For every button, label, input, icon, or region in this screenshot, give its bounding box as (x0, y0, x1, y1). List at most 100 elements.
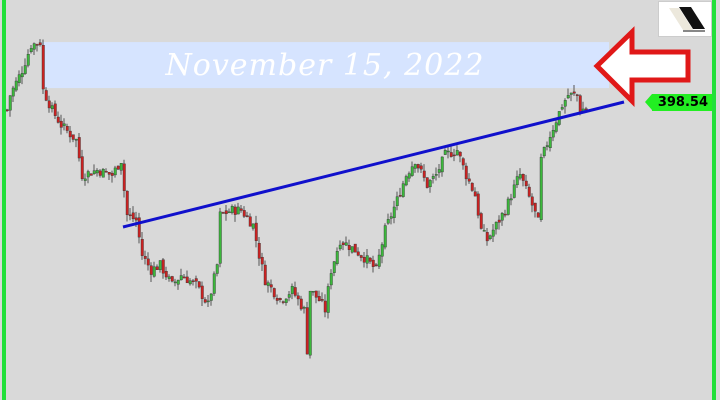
candle-up (500, 213, 504, 221)
candle-up (401, 183, 405, 197)
candle-up (392, 206, 396, 218)
date-highlight-band (42, 42, 609, 89)
candle-down (116, 165, 120, 170)
candle-down (485, 232, 489, 242)
candle-up (569, 92, 573, 95)
candle-down (35, 44, 39, 46)
candle-down (368, 257, 372, 262)
candle-down (530, 196, 534, 206)
trendline (122, 100, 625, 229)
candle-up (443, 150, 447, 155)
candle-down (44, 90, 48, 101)
candle-down (317, 296, 321, 302)
candle-up (563, 100, 567, 107)
candle-up (488, 235, 492, 240)
candle-up (26, 54, 30, 66)
candle-down (38, 42, 42, 45)
candle-up (209, 293, 213, 301)
candle-down (194, 278, 198, 282)
candle-down (521, 174, 525, 181)
candle-up (32, 43, 36, 50)
candle-up (83, 178, 87, 181)
candle-down (143, 256, 147, 259)
candle-down (68, 130, 72, 138)
candle-up (434, 174, 438, 176)
candle-up (377, 254, 381, 267)
candle-down (422, 170, 426, 178)
candle-down (257, 243, 261, 259)
candle-up (350, 246, 354, 253)
candle-up (95, 169, 99, 174)
candle-down (449, 152, 453, 157)
candle-up (227, 211, 231, 214)
candle-up (236, 206, 240, 215)
candle-down (110, 172, 114, 176)
candle-up (413, 164, 417, 169)
candle-down (77, 137, 81, 159)
candle-up (386, 219, 390, 224)
candle-down (356, 251, 360, 256)
candle-up (440, 156, 444, 173)
candle-down (479, 213, 483, 229)
candle-down (53, 103, 57, 116)
candle-down (47, 100, 51, 109)
candle-down (107, 172, 111, 175)
candle-down (131, 212, 135, 220)
candle-down (314, 290, 318, 298)
candle-up (302, 307, 306, 309)
candle-down (71, 134, 75, 140)
candle-up (308, 290, 312, 356)
candle-down (281, 301, 285, 303)
candle-down (224, 210, 228, 215)
candle-down (452, 154, 456, 157)
red-arrow-icon (593, 26, 691, 108)
candle-down (125, 190, 129, 216)
date-annotation: November 15, 2022 (165, 47, 485, 83)
candle-up (554, 122, 558, 132)
candle-down (320, 299, 324, 301)
candle-up (206, 300, 210, 303)
candle-up (335, 251, 339, 264)
candle-up (50, 105, 54, 110)
candle-up (338, 244, 342, 250)
candle-up (17, 74, 21, 83)
candle-up (212, 273, 216, 294)
candle-down (122, 163, 126, 191)
candle-down (572, 91, 576, 94)
candle-up (266, 282, 270, 286)
candle-up (365, 255, 369, 264)
candle-down (293, 287, 297, 296)
candle-down (275, 297, 279, 301)
right-border-line (712, 0, 716, 400)
candle-up (113, 167, 117, 176)
candle-up (176, 279, 180, 285)
candle-down (578, 95, 582, 114)
candle-up (311, 290, 315, 293)
candle-down (185, 276, 189, 284)
candle-down (371, 259, 375, 267)
candle-down (575, 94, 579, 96)
candle-down (233, 206, 237, 215)
candle-down (170, 276, 174, 282)
candle-up (188, 280, 192, 285)
candle-down (398, 195, 402, 197)
candle-up (251, 223, 255, 229)
candle-down (467, 178, 471, 182)
candle-up (344, 242, 348, 246)
candle-up (326, 286, 330, 313)
candle-up (380, 244, 384, 257)
candle-down (470, 182, 474, 191)
candle-down (140, 239, 144, 256)
candle-down (137, 217, 141, 238)
candle-up (8, 95, 12, 111)
candle-up (539, 156, 543, 220)
candle-down (305, 307, 309, 355)
candle-up (407, 173, 411, 179)
candle-up (290, 285, 294, 294)
candle-down (182, 276, 186, 279)
candle-up (383, 225, 387, 248)
candle-up (410, 166, 414, 176)
candle-down (56, 116, 60, 123)
candle-down (80, 156, 84, 180)
candle-up (560, 107, 564, 110)
